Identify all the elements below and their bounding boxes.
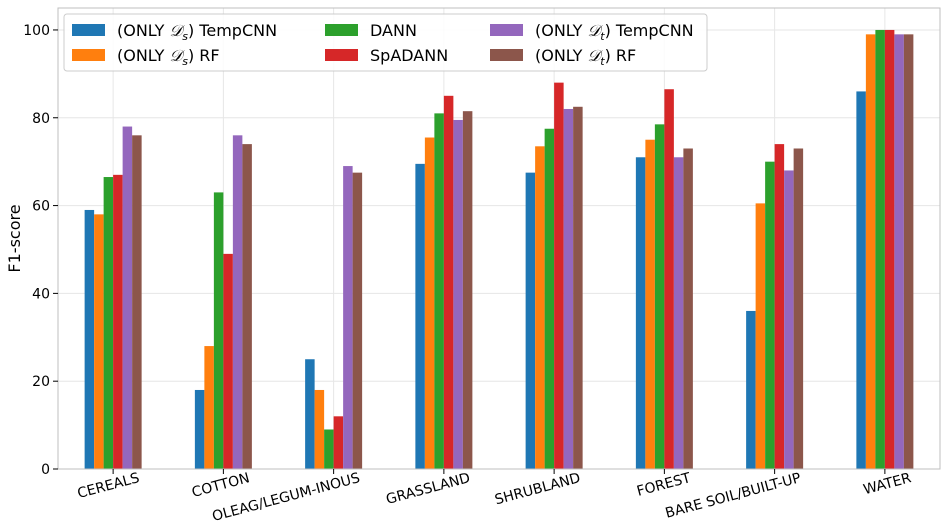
bar <box>113 174 123 470</box>
bar <box>333 416 344 469</box>
bars <box>84 29 914 470</box>
bar <box>434 113 444 469</box>
bar <box>746 310 756 469</box>
legend-swatch <box>325 24 358 36</box>
bar <box>204 346 214 469</box>
y-axis-label: F1-score <box>5 204 24 272</box>
y-tick-label: 40 <box>32 286 50 302</box>
y-axis-ticks: 0 20 40 60 80 100 <box>23 23 58 478</box>
bar <box>755 203 766 469</box>
bar <box>654 124 665 469</box>
y-tick-label: 100 <box>23 23 50 39</box>
bar <box>894 34 904 469</box>
bar <box>645 139 655 469</box>
bar <box>343 166 353 470</box>
bar <box>352 172 363 469</box>
bar <box>525 172 536 469</box>
bar <box>673 157 684 469</box>
bar <box>94 214 104 469</box>
legend: (ONLY 𝒟s) TempCNN (ONLY 𝒟s) RF DANN SpADANN… <box>63 13 708 72</box>
x-tick-label: SHRUBLAND <box>493 470 582 508</box>
bar <box>103 177 114 470</box>
bar <box>242 144 252 469</box>
x-tick-label: COTTON <box>190 470 251 501</box>
x-tick-label: WATER <box>862 470 913 498</box>
x-tick-label: CEREALS <box>76 470 142 502</box>
y-tick-label: 20 <box>32 374 50 390</box>
legend-swatch <box>325 49 358 61</box>
bar <box>324 429 334 469</box>
bar <box>554 82 564 469</box>
bar <box>194 389 205 469</box>
legend-label: (ONLY 𝒟s) RF <box>117 46 220 68</box>
bar <box>573 106 583 470</box>
bar <box>903 34 914 469</box>
bar <box>232 135 243 470</box>
bar <box>223 253 233 469</box>
bar <box>765 161 775 469</box>
bar <box>453 119 463 469</box>
legend-label: SpADANN <box>370 46 448 65</box>
y-tick-label: 0 <box>41 462 50 478</box>
bar <box>84 209 95 469</box>
bar <box>884 29 895 469</box>
x-tick-label: GRASSLAND <box>384 470 472 508</box>
legend-label: (ONLY 𝒟t) RF <box>535 46 636 68</box>
bar <box>563 108 574 469</box>
legend-swatch <box>490 24 523 36</box>
bar <box>132 135 142 470</box>
bar <box>784 170 794 469</box>
legend-label: DANN <box>370 21 417 40</box>
bar <box>865 34 876 469</box>
legend-swatch <box>72 24 105 36</box>
bar <box>535 146 545 470</box>
legend-swatch <box>72 49 105 61</box>
y-tick-label: 60 <box>32 199 50 215</box>
legend-label: (ONLY 𝒟t) TempCNN <box>535 21 694 43</box>
bar <box>635 157 646 469</box>
gridlines <box>58 8 940 470</box>
bar <box>683 148 693 469</box>
bar <box>213 192 224 469</box>
y-tick-label: 80 <box>32 111 50 127</box>
bar <box>424 137 435 469</box>
bar <box>415 163 425 469</box>
bar <box>774 144 785 469</box>
legend-frame <box>63 13 708 72</box>
bar <box>544 128 555 469</box>
bar <box>122 126 133 470</box>
bar <box>856 91 866 470</box>
bar <box>314 389 325 469</box>
x-tick-label: FOREST <box>635 470 693 500</box>
bar <box>305 359 315 469</box>
bar <box>664 89 674 469</box>
legend-label: (ONLY 𝒟s) TempCNN <box>117 21 277 43</box>
bar <box>443 95 454 470</box>
bar <box>793 148 804 469</box>
bar <box>875 29 885 469</box>
plot-frame <box>57 7 941 470</box>
bar <box>462 111 473 469</box>
legend-swatch <box>490 49 523 61</box>
